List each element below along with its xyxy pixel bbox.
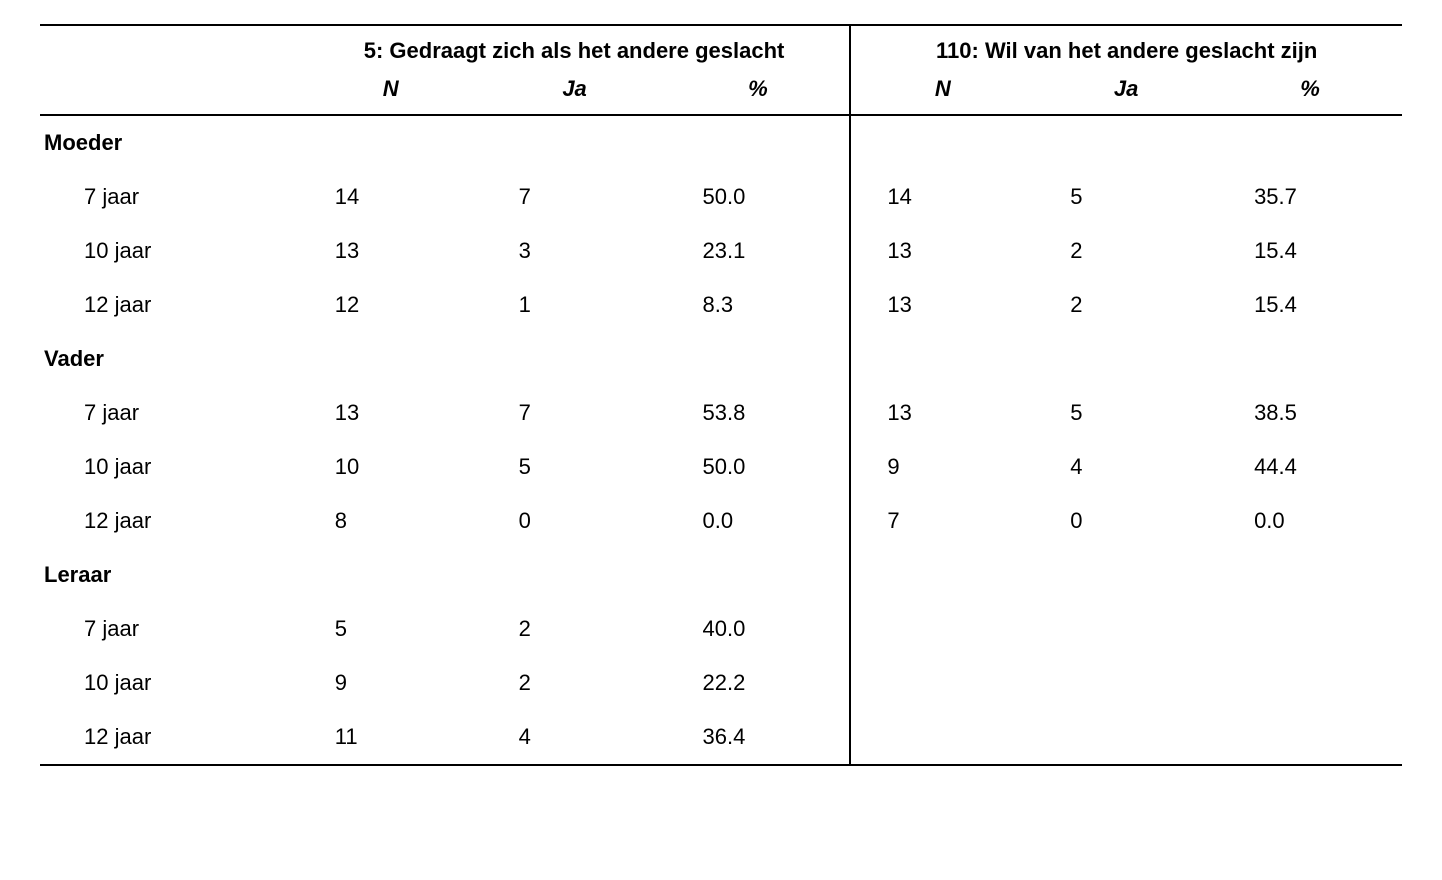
cell-a-pct: 40.0 xyxy=(666,602,850,656)
cell-a-pct: 23.1 xyxy=(666,224,850,278)
cell-a-ja: 5 xyxy=(483,440,667,494)
cell-b-ja xyxy=(1034,656,1218,710)
cell-b-pct: 38.5 xyxy=(1218,386,1402,440)
table-row: 7 jaar 13 7 53.8 13 5 38.5 xyxy=(40,386,1402,440)
stub-subheader-blank xyxy=(40,70,299,115)
cell-b-pct xyxy=(1218,602,1402,656)
cell-a-n: 13 xyxy=(299,224,483,278)
cell-a-n: 13 xyxy=(299,386,483,440)
age-label: 10 jaar xyxy=(40,656,299,710)
cell-a-ja: 3 xyxy=(483,224,667,278)
subheader-b-n: N xyxy=(850,70,1034,115)
cell-a-pct: 36.4 xyxy=(666,710,850,765)
cell-a-pct: 53.8 xyxy=(666,386,850,440)
age-label: 7 jaar xyxy=(40,386,299,440)
cell-b-ja xyxy=(1034,602,1218,656)
cell-b-pct: 35.7 xyxy=(1218,170,1402,224)
cell-a-pct: 0.0 xyxy=(666,494,850,548)
cell-a-n: 12 xyxy=(299,278,483,332)
subheader-a-n: N xyxy=(299,70,483,115)
data-table: 5: Gedraagt zich als het andere geslacht… xyxy=(40,24,1402,766)
cell-a-ja: 7 xyxy=(483,386,667,440)
cell-a-pct: 50.0 xyxy=(666,170,850,224)
table-row: 10 jaar 9 2 22.2 xyxy=(40,656,1402,710)
cell-b-n xyxy=(850,602,1034,656)
cell-b-ja: 0 xyxy=(1034,494,1218,548)
table-row: 7 jaar 5 2 40.0 xyxy=(40,602,1402,656)
age-label: 10 jaar xyxy=(40,440,299,494)
cell-b-n xyxy=(850,710,1034,765)
cell-b-ja: 2 xyxy=(1034,224,1218,278)
stub-header-blank xyxy=(40,25,299,70)
cell-a-ja: 7 xyxy=(483,170,667,224)
subheader-a-ja: Ja xyxy=(483,70,667,115)
cell-a-ja: 0 xyxy=(483,494,667,548)
cell-a-pct: 22.2 xyxy=(666,656,850,710)
column-group-b-title: 110: Wil van het andere geslacht zijn xyxy=(850,25,1402,70)
cell-a-n: 10 xyxy=(299,440,483,494)
section-vader-label: Vader xyxy=(40,332,299,386)
cell-b-pct xyxy=(1218,710,1402,765)
cell-b-pct: 44.4 xyxy=(1218,440,1402,494)
cell-b-n: 14 xyxy=(850,170,1034,224)
table-row: 10 jaar 10 5 50.0 9 4 44.4 xyxy=(40,440,1402,494)
age-label: 7 jaar xyxy=(40,602,299,656)
cell-a-ja: 4 xyxy=(483,710,667,765)
cell-b-n xyxy=(850,656,1034,710)
table-row: 10 jaar 13 3 23.1 13 2 15.4 xyxy=(40,224,1402,278)
cell-a-ja: 2 xyxy=(483,602,667,656)
section-leraar-label: Leraar xyxy=(40,548,299,602)
cell-a-n: 8 xyxy=(299,494,483,548)
age-label: 12 jaar xyxy=(40,278,299,332)
cell-a-ja: 1 xyxy=(483,278,667,332)
cell-b-ja: 4 xyxy=(1034,440,1218,494)
cell-b-n: 13 xyxy=(850,224,1034,278)
cell-a-pct: 8.3 xyxy=(666,278,850,332)
age-label: 7 jaar xyxy=(40,170,299,224)
cell-a-pct: 50.0 xyxy=(666,440,850,494)
cell-b-n: 9 xyxy=(850,440,1034,494)
cell-b-ja: 5 xyxy=(1034,386,1218,440)
subheader-a-pct: % xyxy=(666,70,850,115)
cell-b-pct: 0.0 xyxy=(1218,494,1402,548)
age-label: 12 jaar xyxy=(40,494,299,548)
cell-b-pct: 15.4 xyxy=(1218,224,1402,278)
cell-b-pct xyxy=(1218,656,1402,710)
column-group-a-title: 5: Gedraagt zich als het andere geslacht xyxy=(299,25,851,70)
cell-b-ja: 2 xyxy=(1034,278,1218,332)
cell-a-n: 11 xyxy=(299,710,483,765)
section-moeder-label: Moeder xyxy=(40,115,299,170)
age-label: 10 jaar xyxy=(40,224,299,278)
cell-a-n: 5 xyxy=(299,602,483,656)
cell-b-n: 13 xyxy=(850,386,1034,440)
cell-a-ja: 2 xyxy=(483,656,667,710)
cell-b-ja xyxy=(1034,710,1218,765)
cell-b-ja: 5 xyxy=(1034,170,1218,224)
cell-a-n: 9 xyxy=(299,656,483,710)
table-row: 12 jaar 8 0 0.0 7 0 0.0 xyxy=(40,494,1402,548)
cell-b-pct: 15.4 xyxy=(1218,278,1402,332)
subheader-b-ja: Ja xyxy=(1034,70,1218,115)
cell-b-n: 13 xyxy=(850,278,1034,332)
cell-a-n: 14 xyxy=(299,170,483,224)
table-row: 7 jaar 14 7 50.0 14 5 35.7 xyxy=(40,170,1402,224)
table-row: 12 jaar 11 4 36.4 xyxy=(40,710,1402,765)
age-label: 12 jaar xyxy=(40,710,299,765)
cell-b-n: 7 xyxy=(850,494,1034,548)
table-row: 12 jaar 12 1 8.3 13 2 15.4 xyxy=(40,278,1402,332)
subheader-b-pct: % xyxy=(1218,70,1402,115)
